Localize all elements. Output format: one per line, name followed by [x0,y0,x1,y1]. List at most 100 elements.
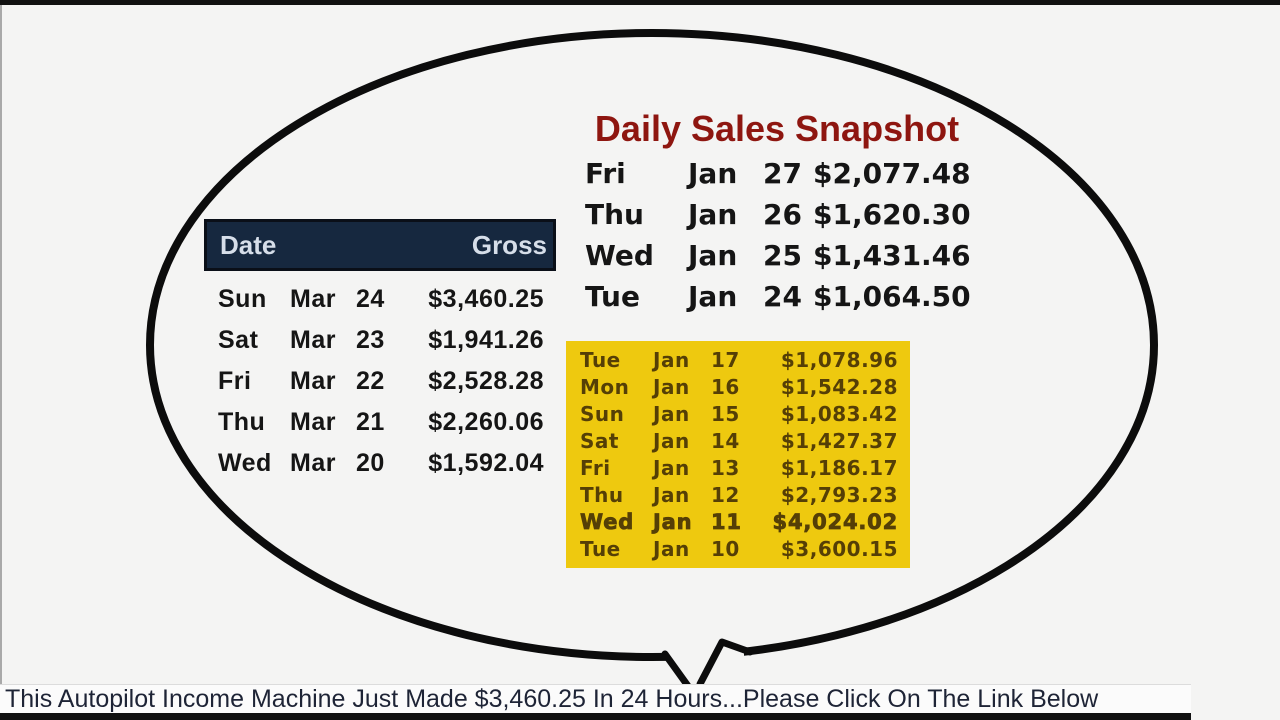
table-row: Sun Jan 15 $1,083.42 [580,400,898,427]
cell-amount: $1,186.17 [780,455,898,480]
cell-month: Jan [688,198,738,231]
cell-month: Jan [688,239,738,272]
cell-day: Wed [218,449,272,477]
cell-month: Jan [653,509,693,534]
cell-month: Jan [653,482,690,507]
cell-month: Mar [290,285,336,313]
cell-month: Jan [653,401,690,426]
cell-day: Sun [218,285,267,313]
cell-amount: $1,941.26 [428,326,544,354]
cell-date: 24 [356,285,385,313]
cell-month: Jan [653,374,690,399]
cell-day: Tue [580,536,621,561]
caption-text: This Autopilot Income Machine Just Made … [5,685,1099,713]
cell-month: Mar [290,367,336,395]
cell-date: 27 [763,157,802,190]
gross-sales-table: Date Gross Sun Mar 24 $3,460.25 Sat Mar … [204,219,556,484]
column-header-gross: Gross [471,229,547,260]
table-row: Sun Mar 24 $3,460.25 [218,279,544,320]
cell-day: Wed [585,239,654,272]
cell-day: Fri [585,157,626,190]
cell-amount: $1,431.46 [813,239,971,272]
cell-day: Tue [585,280,640,313]
cell-amount: $2,260.06 [428,408,544,436]
cell-date: 10 [711,536,740,561]
bottom-letterbox-bar [0,713,1191,720]
cell-date: 23 [356,326,385,354]
cell-date: 21 [356,408,385,436]
cell-day: Sun [580,401,625,426]
speech-bubble-tail [661,650,692,690]
cell-day: Tue [580,347,621,372]
cell-month: Mar [290,408,336,436]
speech-bubble-outline [146,29,1158,661]
cell-date: 16 [711,374,740,399]
cell-day: Fri [580,455,611,480]
table-row: Thu Jan 12 $2,793.23 [580,481,898,508]
cell-month: Jan [688,280,738,313]
table-row: Sat Mar 23 $1,941.26 [218,320,544,361]
cell-day: Mon [580,374,630,399]
cell-month: Jan [653,455,690,480]
cell-amount: $1,542.28 [780,374,898,399]
cell-month: Jan [688,157,738,190]
cell-month: Jan [653,536,690,561]
table-row: Wed Jan 11 $4,024.02 [580,508,898,535]
cell-amount: $3,600.15 [780,536,898,561]
cell-day: Fri [218,367,252,395]
cell-date: 26 [763,198,802,231]
cell-amount: $4,024.02 [772,509,898,534]
cell-date: 17 [711,347,740,372]
page-title: Daily Sales Snapshot [594,108,960,149]
table-row: Wed Jan 25 $1,431.46 [585,235,971,276]
cell-day: Sat [580,428,619,453]
speech-bubble-tail [696,638,754,688]
cell-date: 15 [711,401,740,426]
cell-date: 24 [763,280,802,313]
cell-amount: $2,528.28 [428,367,544,395]
cell-date: 22 [356,367,385,395]
top-letterbox-bar [0,0,1280,5]
table-row: Fri Jan 27 $2,077.48 [585,153,971,194]
cell-amount: $1,427.37 [780,428,898,453]
table-row: Thu Mar 21 $2,260.06 [218,402,544,443]
cell-day: Thu [580,482,624,507]
cell-amount: $2,793.23 [780,482,898,507]
cell-date: 13 [711,455,740,480]
table-row: Wed Mar 20 $1,592.04 [218,443,544,484]
cell-amount: $2,077.48 [813,157,971,190]
cell-amount: $1,064.50 [813,280,971,313]
cell-month: Mar [290,449,336,477]
cell-date: 12 [711,482,740,507]
table-header: Date Gross [204,219,556,271]
column-header-date: Date [220,229,277,260]
table-row: Fri Mar 22 $2,528.28 [218,361,544,402]
table-row: Tue Jan 10 $3,600.15 [580,535,898,562]
table-row: Sat Jan 14 $1,427.37 [580,427,898,454]
highlighted-sales-table: Tue Jan 17 $1,078.96 Mon Jan 16 $1,542.2… [566,341,910,568]
cell-amount: $3,460.25 [428,285,544,313]
cell-date: 14 [711,428,740,453]
cell-day: Sat [218,326,259,354]
cell-date: 20 [356,449,385,477]
cell-day: Thu [585,198,644,231]
cell-month: Jan [653,428,690,453]
cell-date: 11 [711,509,742,534]
table-row: Mon Jan 16 $1,542.28 [580,373,898,400]
cell-amount: $1,620.30 [813,198,971,231]
caption-strip: This Autopilot Income Machine Just Made … [0,684,1191,713]
table-row: Tue Jan 17 $1,078.96 [580,346,898,373]
daily-snapshot-table: Fri Jan 27 $2,077.48 Thu Jan 26 $1,620.3… [585,153,971,317]
table-row: Fri Jan 13 $1,186.17 [580,454,898,481]
table-row: Thu Jan 26 $1,620.30 [585,194,971,235]
left-edge-line [0,5,2,684]
cell-amount: $1,592.04 [428,449,544,477]
cell-month: Mar [290,326,336,354]
cell-date: 25 [763,239,802,272]
table-row: Tue Jan 24 $1,064.50 [585,276,971,317]
cell-day: Wed [580,509,635,534]
cell-month: Jan [653,347,690,372]
cell-day: Thu [218,408,266,436]
cell-amount: $1,078.96 [780,347,898,372]
